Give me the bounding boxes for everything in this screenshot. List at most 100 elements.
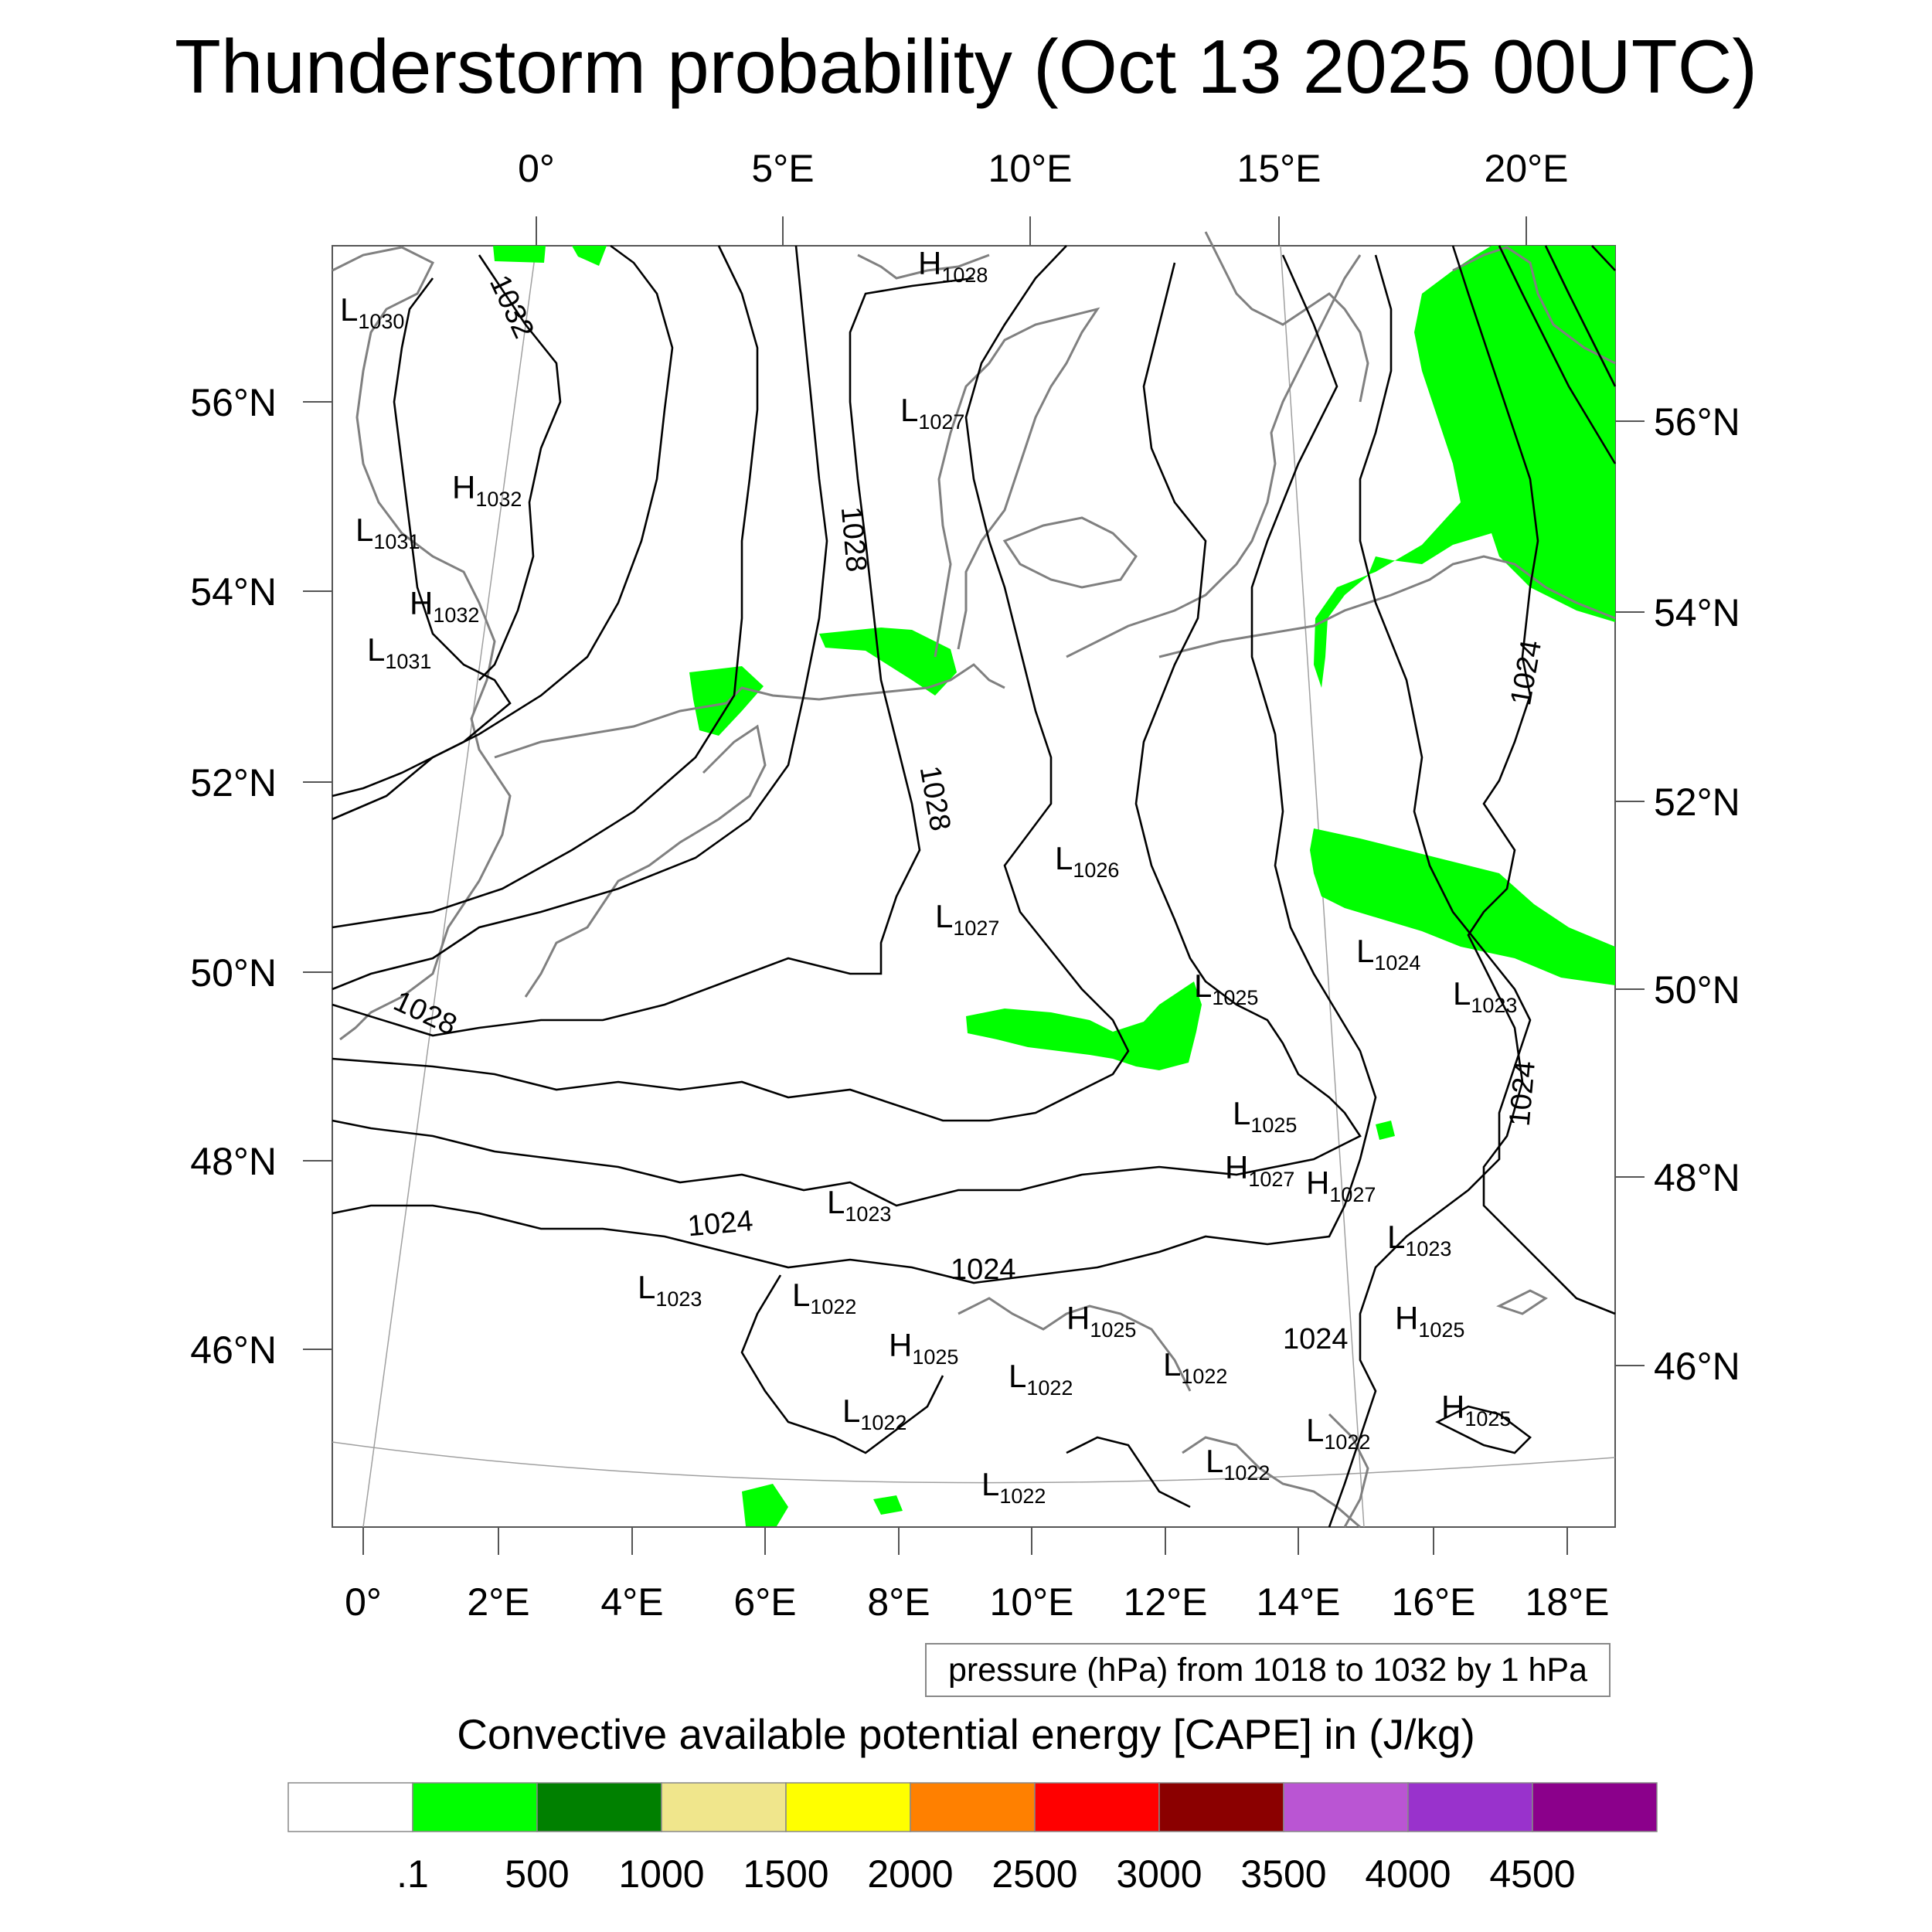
right-lat-label: 48°N — [1654, 1156, 1740, 1199]
bottom-longitude-labels: 0° 2°E 4°E 6°E 8°E 10°E 12°E 14°E 16°E 1… — [345, 1580, 1609, 1624]
colorbar-swatch — [910, 1782, 1036, 1832]
contour-label: 1024 — [951, 1253, 1016, 1286]
colorbar — [287, 1782, 1658, 1832]
colorbar-label: 3000 — [1116, 1852, 1202, 1896]
pressure-center: L1025 — [1194, 968, 1258, 1009]
colorbar-label: .1 — [396, 1852, 429, 1896]
bottom-lon-label: 10°E — [990, 1580, 1074, 1624]
colorbar-label: 500 — [505, 1852, 569, 1896]
colorbar-label: 2000 — [867, 1852, 953, 1896]
contour-label: 1024 — [1504, 1060, 1542, 1128]
pressure-center: H1025 — [1066, 1300, 1136, 1342]
right-lat-label: 50°N — [1654, 968, 1740, 1012]
cape-region-baltic-east — [1314, 246, 1615, 688]
pressure-center: L1031 — [355, 512, 420, 553]
bottom-lon-label: 0° — [345, 1580, 382, 1624]
colorbar-swatch — [1532, 1782, 1658, 1832]
cape-region-north-sea-east — [689, 628, 957, 736]
pressure-center: H1025 — [889, 1327, 958, 1369]
colorbar-swatch — [412, 1782, 538, 1832]
pressure-center: L1027 — [935, 898, 999, 940]
colorbar-labels: .1 500 1000 1500 2000 2500 3000 3500 4000 4500 — [396, 1852, 1575, 1896]
cape-region-germany-south — [966, 981, 1202, 1070]
top-lon-label: 5°E — [751, 147, 814, 190]
bottom-lon-label: 16°E — [1392, 1580, 1476, 1624]
top-longitude-labels: 0° 5°E 10°E 15°E 20°E — [518, 147, 1568, 190]
pressure-center: L1022 — [1163, 1346, 1227, 1388]
left-lat-label: 56°N — [190, 381, 277, 424]
bottom-lon-label: 4°E — [600, 1580, 663, 1624]
colorbar-label: 3500 — [1240, 1852, 1326, 1896]
bottom-lon-label: 6°E — [733, 1580, 796, 1624]
colorbar-swatch — [536, 1782, 662, 1832]
colorbar-swatch — [1283, 1782, 1409, 1832]
right-lat-label: 46°N — [1654, 1345, 1740, 1388]
bottom-lon-label: 12°E — [1124, 1580, 1208, 1624]
chart-title: Thunderstorm probability (Oct 13 2025 00… — [175, 24, 1757, 109]
pressure-center: L1022 — [842, 1393, 906, 1434]
right-lat-label: 52°N — [1654, 781, 1740, 824]
top-lon-label: 20°E — [1485, 147, 1569, 190]
pressure-center: H1025 — [1395, 1300, 1464, 1342]
colorbar-swatch — [661, 1782, 787, 1832]
pressure-centers: L1030 H1028 L1027 H1032 L1031 H1032 L103… — [340, 245, 1517, 1508]
colorbar-title: Convective available potential energy [C… — [457, 1710, 1475, 1758]
left-lat-label: 46°N — [190, 1328, 277, 1372]
pressure-center: L1031 — [367, 631, 431, 673]
colorbar-swatch — [287, 1782, 413, 1832]
cape-shading — [493, 246, 1615, 1526]
pressure-center: L1022 — [1306, 1412, 1370, 1454]
colorbar-swatch — [1034, 1782, 1160, 1832]
right-latitude-labels: 56°N 54°N 52°N 50°N 48°N 46°N — [1654, 400, 1740, 1388]
pressure-center: L1027 — [900, 392, 964, 434]
colorbar-label: 2500 — [992, 1852, 1077, 1896]
bottom-lon-label: 8°E — [867, 1580, 930, 1624]
pressure-center: L1022 — [1009, 1358, 1073, 1400]
colorbar-swatch — [1158, 1782, 1284, 1832]
pressure-center: L1023 — [638, 1269, 702, 1311]
top-lon-label: 0° — [518, 147, 555, 190]
pressure-center: H1028 — [918, 245, 988, 287]
pressure-center: H1027 — [1306, 1165, 1376, 1206]
pressure-center: L1022 — [981, 1466, 1046, 1508]
bottom-lon-label: 14°E — [1257, 1580, 1341, 1624]
colorbar-swatch — [785, 1782, 911, 1832]
contour-label: 1028 — [835, 505, 872, 573]
pressure-center: H1025 — [1441, 1389, 1511, 1430]
left-lat-label: 48°N — [190, 1140, 277, 1183]
top-lon-label: 10°E — [988, 147, 1073, 190]
left-lat-label: 54°N — [190, 570, 277, 614]
coastlines — [332, 231, 1616, 1529]
colorbar-label: 4500 — [1489, 1852, 1575, 1896]
left-lat-label: 52°N — [190, 761, 277, 804]
colorbar-swatch — [1407, 1782, 1533, 1832]
bottom-lon-label: 18°E — [1526, 1580, 1610, 1624]
pressure-center: H1027 — [1225, 1149, 1294, 1191]
contour-legend: pressure (hPa) from 1018 to 1032 by 1 hP… — [925, 1643, 1611, 1697]
tick-marks — [303, 216, 1645, 1555]
pressure-center: L1024 — [1356, 933, 1420, 975]
pressure-center: L1026 — [1055, 840, 1119, 882]
pressure-center: L1022 — [792, 1277, 856, 1318]
right-lat-label: 56°N — [1654, 400, 1740, 444]
cape-region-poland-south — [1310, 828, 1615, 985]
pressure-center: H1032 — [410, 585, 479, 627]
bottom-lon-label: 2°E — [467, 1580, 529, 1624]
pressure-center: L1023 — [1387, 1219, 1451, 1260]
contour-label: 1024 — [1283, 1323, 1349, 1355]
pressure-center: H1032 — [452, 469, 522, 511]
pressure-center: L1030 — [340, 291, 404, 333]
contour-label: 1024 — [686, 1205, 754, 1243]
pressure-center: L1023 — [1453, 975, 1517, 1017]
right-lat-label: 54°N — [1654, 591, 1740, 634]
pressure-center: L1023 — [827, 1184, 891, 1226]
left-latitude-labels: 56°N 54°N 52°N 50°N 48°N 46°N — [190, 381, 277, 1372]
colorbar-label: 1000 — [618, 1852, 704, 1896]
pressure-center: L1025 — [1233, 1095, 1297, 1137]
pressure-contours — [332, 244, 1617, 1528]
pressure-center: L1022 — [1206, 1443, 1270, 1485]
cape-region-north-sea-west — [493, 246, 607, 266]
top-lon-label: 15°E — [1237, 147, 1321, 190]
left-lat-label: 50°N — [190, 951, 277, 995]
